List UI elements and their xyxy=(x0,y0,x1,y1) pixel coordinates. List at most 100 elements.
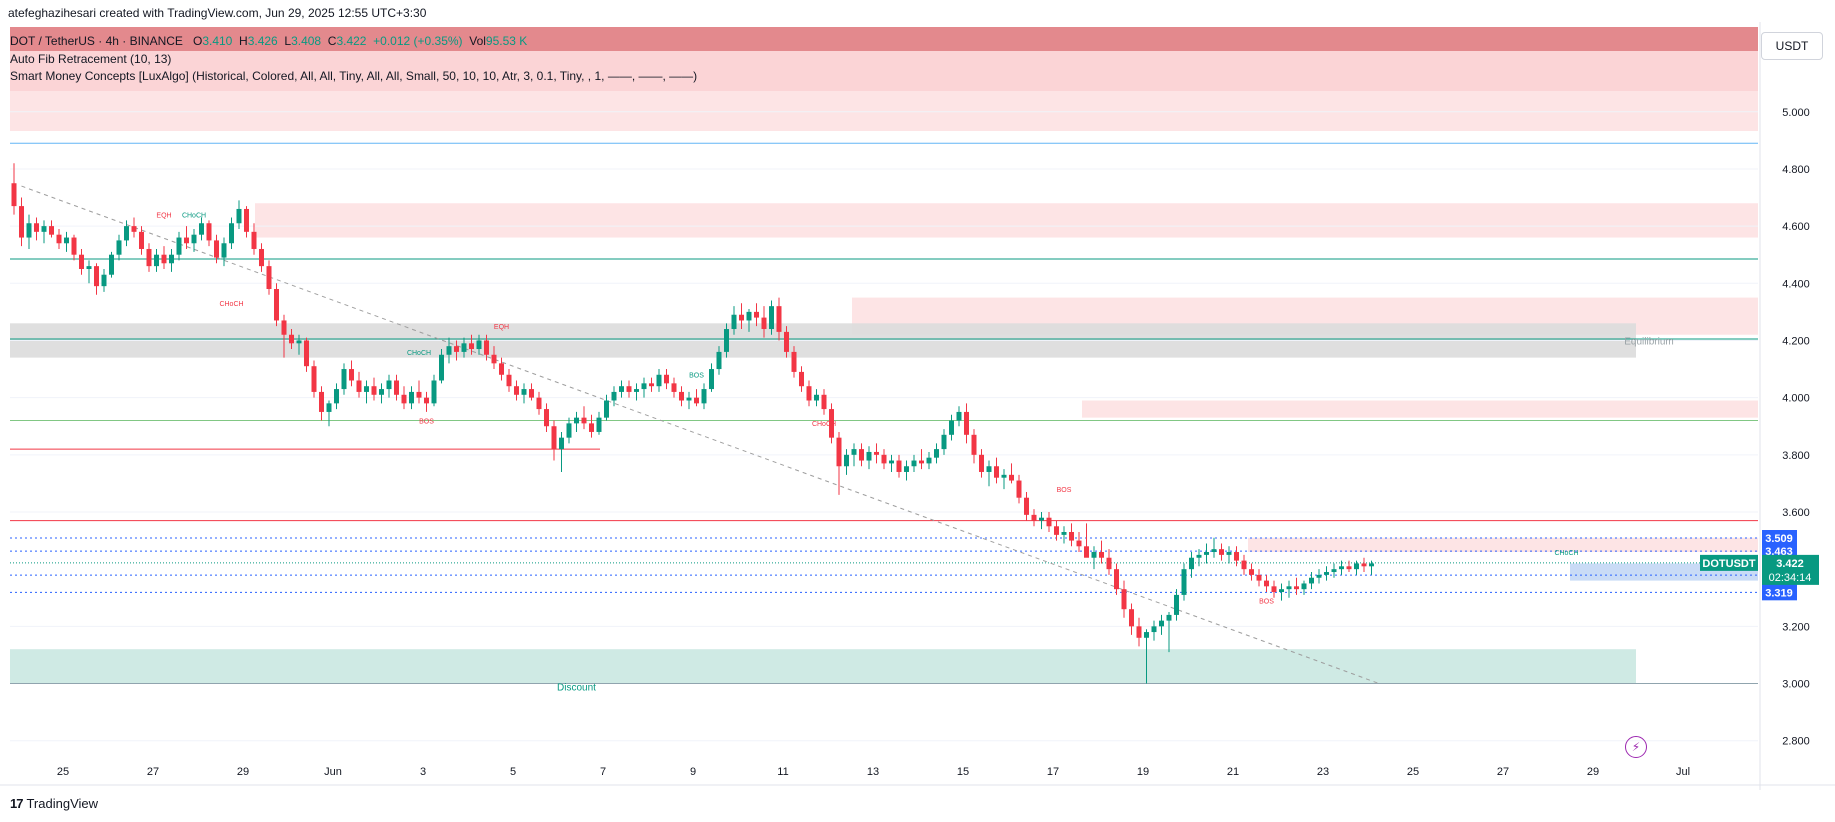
candle xyxy=(551,420,557,461)
candle xyxy=(859,443,864,467)
price-badge: 3.509 xyxy=(1762,530,1797,547)
candle xyxy=(1256,569,1262,587)
candle xyxy=(521,383,527,404)
candle-body xyxy=(139,231,144,249)
candle xyxy=(964,403,969,444)
candle xyxy=(664,369,669,390)
candle-body xyxy=(814,394,819,401)
candle-body xyxy=(1324,572,1329,575)
candle xyxy=(776,297,782,341)
candle xyxy=(484,334,489,361)
x-tick-label: 29 xyxy=(237,766,249,778)
candle xyxy=(799,366,804,392)
candle-body xyxy=(1234,552,1239,561)
candle xyxy=(1346,560,1352,573)
symbol-name[interactable]: DOT / TetherUS · 4h · BINANCE xyxy=(10,34,183,48)
candle xyxy=(1331,563,1337,578)
candle-body xyxy=(791,351,797,372)
candle xyxy=(491,346,497,370)
candle xyxy=(896,454,902,478)
candle-body xyxy=(716,351,722,370)
candle xyxy=(274,283,279,327)
x-tick-label: 5 xyxy=(510,766,516,778)
candle xyxy=(626,380,632,398)
candle-body xyxy=(64,237,69,244)
candle-body xyxy=(266,266,272,290)
candle xyxy=(454,340,459,361)
candle-body xyxy=(634,389,639,392)
x-tick-label: 25 xyxy=(1407,766,1419,778)
candle-body xyxy=(461,343,467,352)
symbol-legend[interactable]: DOT / TetherUS · 4h · BINANCE O3.410 H3.… xyxy=(10,34,527,48)
candle-body xyxy=(784,331,789,352)
candle xyxy=(994,457,999,484)
candle-body xyxy=(244,208,249,232)
trend-line xyxy=(21,185,1380,684)
candle-body xyxy=(161,254,167,264)
candle-body xyxy=(626,386,632,392)
candle-body xyxy=(821,394,827,410)
candle xyxy=(424,391,429,412)
candle xyxy=(289,329,294,350)
candle-body xyxy=(1009,474,1014,481)
symbol-badge-bg xyxy=(1700,554,1758,571)
candle xyxy=(866,446,872,470)
candle-body xyxy=(1039,517,1044,521)
candle-body xyxy=(439,354,444,381)
candle xyxy=(221,237,227,267)
lightning-icon[interactable]: ⚡ xyxy=(1625,736,1647,758)
candle-body xyxy=(454,346,459,352)
supply-zone-3 xyxy=(1082,400,1758,418)
candle xyxy=(724,323,729,358)
candle-body xyxy=(1031,514,1037,521)
indicator-fib-legend[interactable]: Auto Fib Retracement (10, 13) xyxy=(10,52,172,66)
x-tick-label: 19 xyxy=(1137,766,1149,778)
high-value: 3.426 xyxy=(247,34,278,48)
candle xyxy=(26,214,32,249)
last-price-badge: DOTUSDT 3.422 02:34:14 xyxy=(1700,554,1819,585)
candle-body xyxy=(934,449,939,458)
candle xyxy=(431,374,437,407)
candle-body xyxy=(941,434,947,450)
supply-zone-top xyxy=(10,51,1758,91)
candle xyxy=(71,234,77,261)
candle xyxy=(844,449,849,475)
candle-body xyxy=(731,314,737,330)
candle-body xyxy=(101,274,107,287)
x-tick-label: 25 xyxy=(57,766,69,778)
candle-body xyxy=(1024,497,1029,515)
candle xyxy=(1009,463,1014,484)
currency-button[interactable]: USDT xyxy=(1761,32,1823,60)
candle xyxy=(769,300,774,335)
open-value: 3.410 xyxy=(202,34,233,48)
candle-body xyxy=(191,234,197,244)
candle xyxy=(416,380,422,404)
y-tick-label: 4.800 xyxy=(1782,164,1810,176)
countdown-text: 02:34:14 xyxy=(1769,572,1812,584)
candle xyxy=(1016,474,1022,504)
candle-body xyxy=(1151,626,1157,633)
candle-body xyxy=(341,369,347,390)
candle xyxy=(1264,574,1269,593)
candle xyxy=(341,363,347,395)
price-badge-bg xyxy=(1762,584,1797,601)
indicator-smc-legend[interactable]: Smart Money Concepts [LuxAlgo] (Historic… xyxy=(10,69,698,83)
candle xyxy=(86,260,92,284)
candle-body xyxy=(874,451,879,455)
candle-body xyxy=(566,423,572,438)
candle xyxy=(1271,580,1277,598)
close-key: C xyxy=(327,34,337,48)
candle-body xyxy=(1114,569,1119,590)
candle-body xyxy=(364,386,369,392)
candle xyxy=(506,369,512,392)
candle xyxy=(101,268,107,292)
candle xyxy=(1024,491,1029,521)
candle xyxy=(911,454,917,472)
candle-body xyxy=(589,423,594,432)
candle-body xyxy=(1219,549,1224,555)
candle-body xyxy=(116,240,122,255)
candle-body xyxy=(146,248,152,267)
candle xyxy=(386,374,392,398)
candle xyxy=(881,449,887,470)
